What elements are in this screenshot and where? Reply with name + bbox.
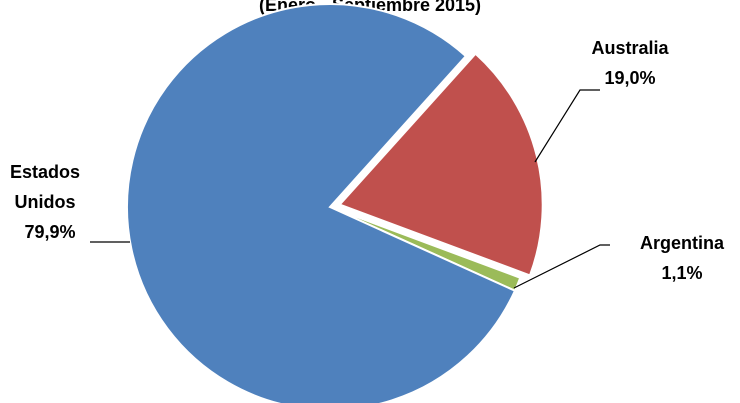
value-label: 79,9% bbox=[24, 222, 76, 242]
value-label: 19,0% bbox=[604, 68, 656, 88]
category-label: Argentina bbox=[639, 233, 724, 253]
category-label: Estados Unidos bbox=[9, 162, 81, 212]
leader-line bbox=[534, 89, 600, 163]
pie-slice bbox=[337, 52, 544, 277]
leader-line bbox=[513, 244, 610, 289]
value-label: 1,1% bbox=[661, 263, 703, 283]
pie-slice bbox=[126, 3, 517, 403]
category-label: Australia bbox=[591, 38, 669, 58]
